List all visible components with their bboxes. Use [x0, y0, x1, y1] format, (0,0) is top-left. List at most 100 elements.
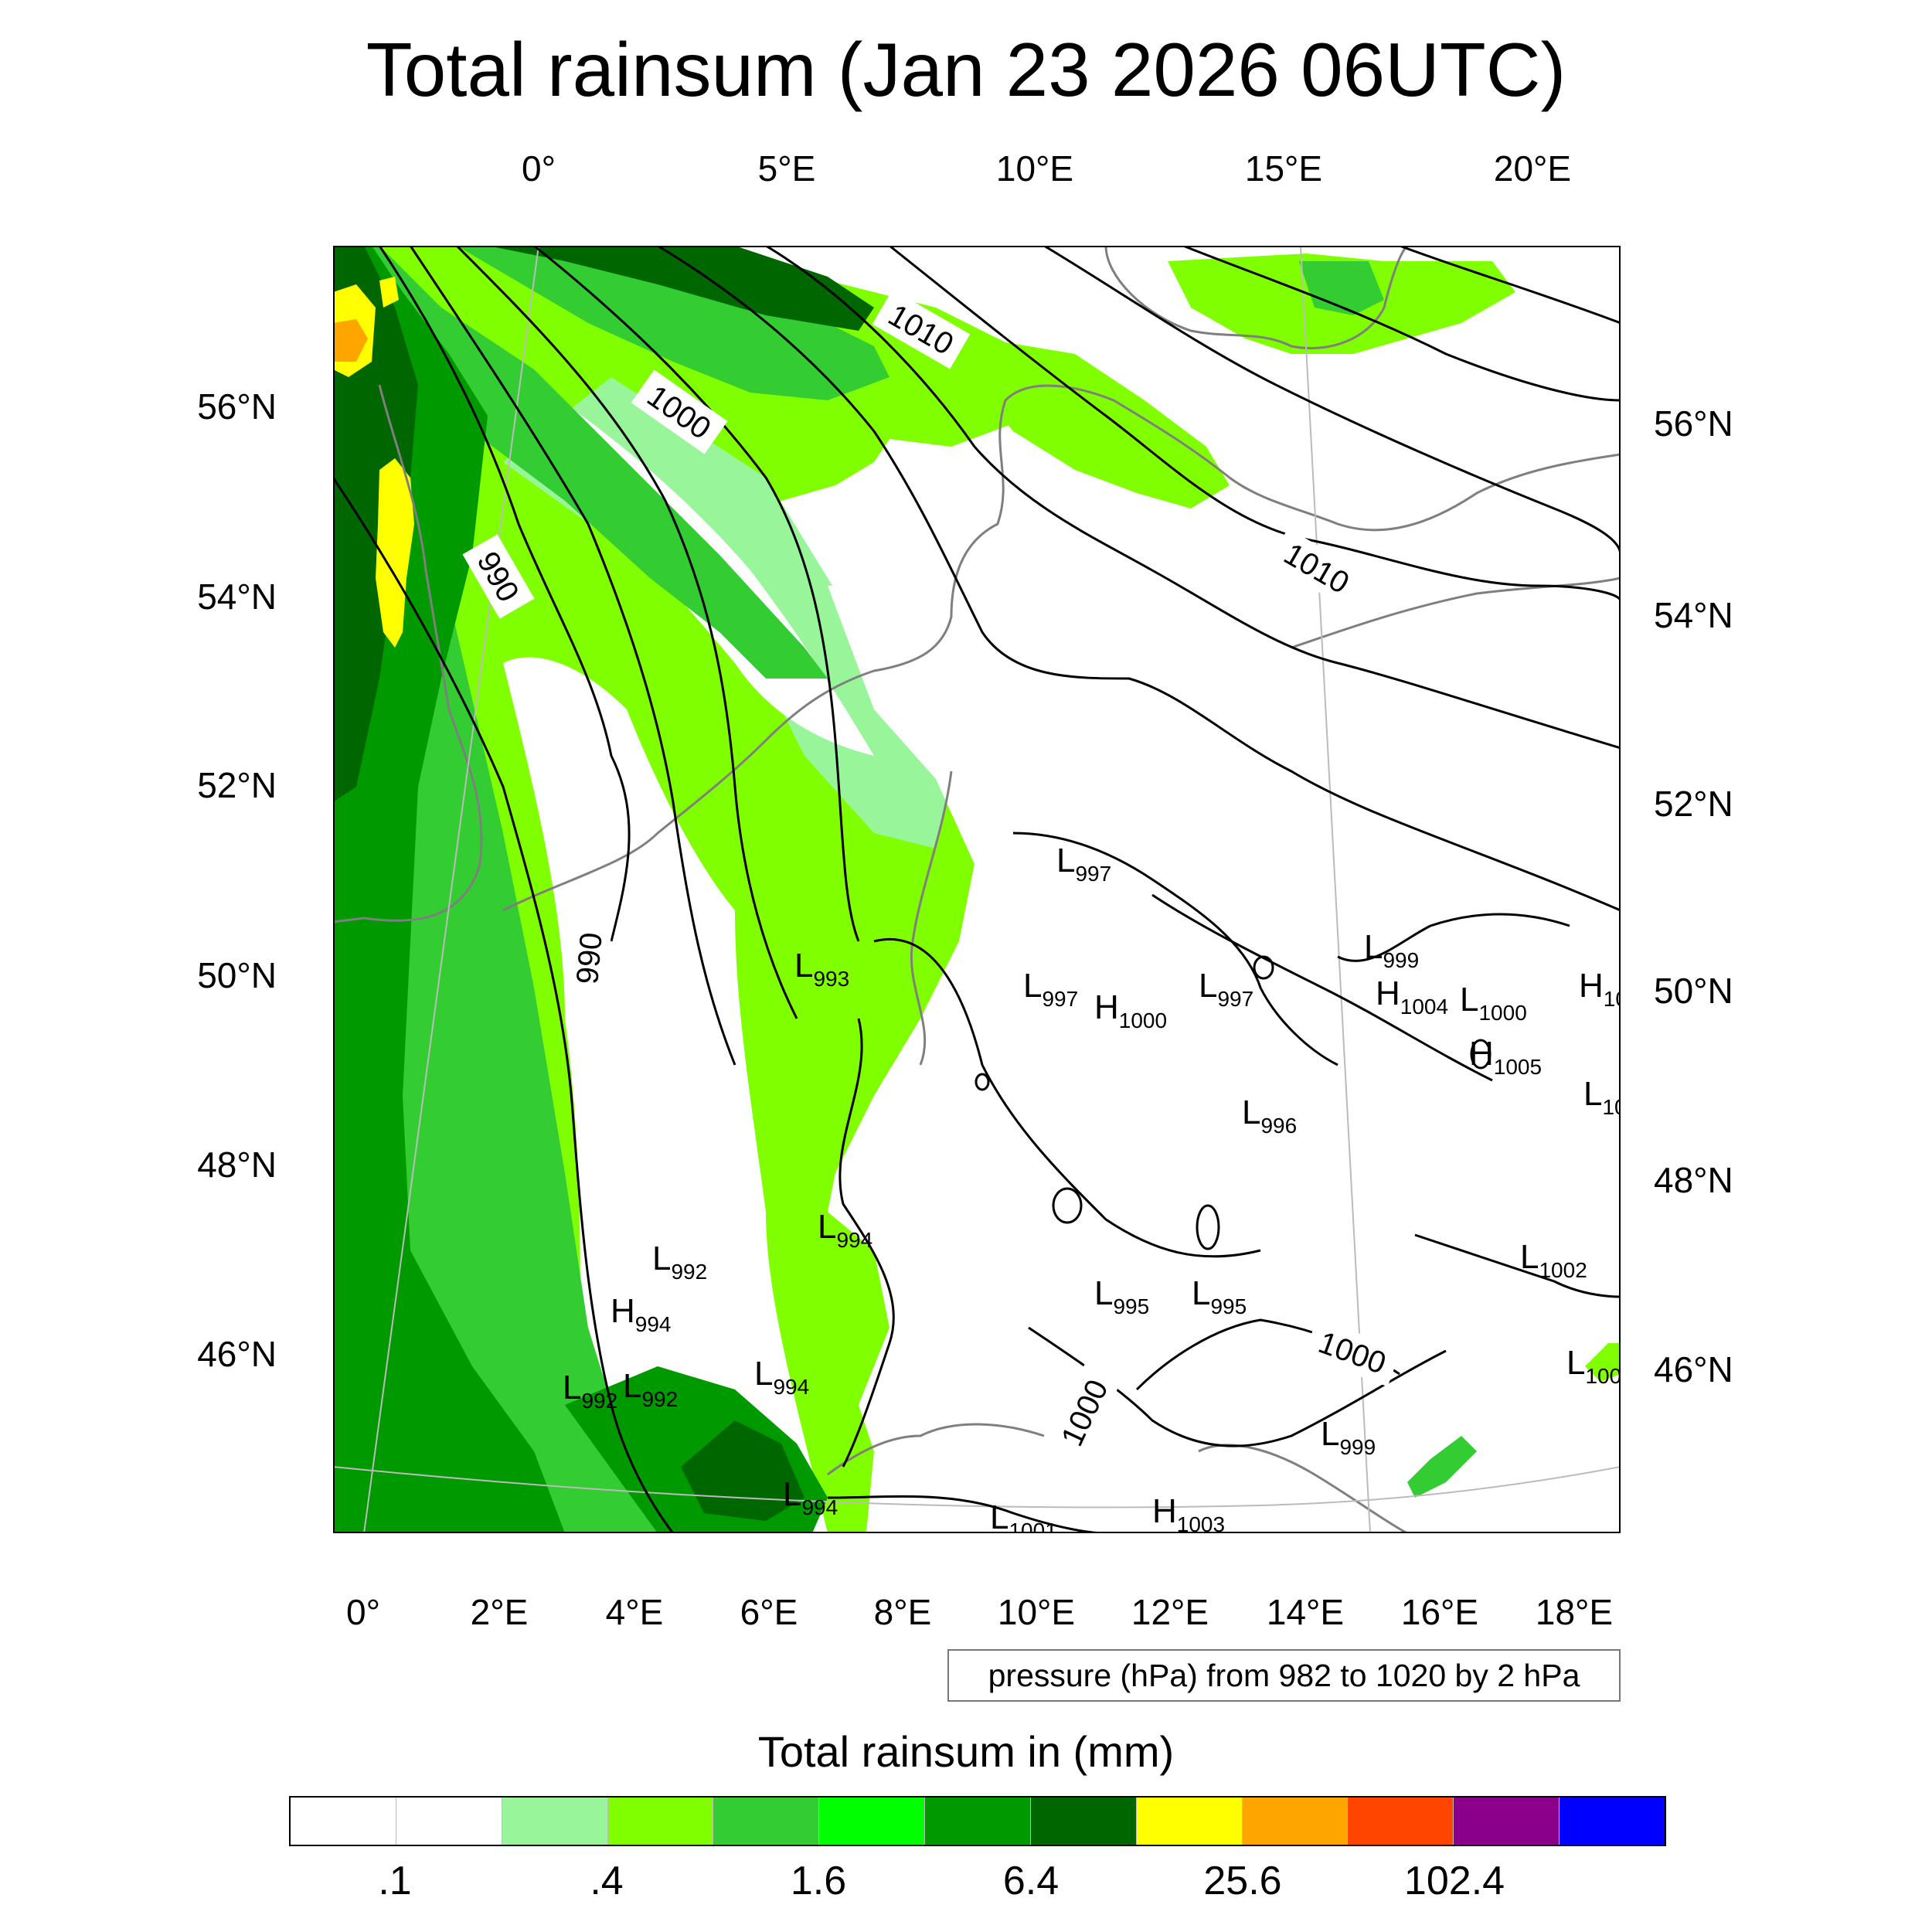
rain-baltic-2: [1299, 261, 1384, 315]
colorbar-label: .1: [378, 1859, 412, 1903]
isobars: [333, 246, 1621, 1533]
pressure-center-L992: L992: [563, 1369, 617, 1413]
right-lat-tick: 46°N: [1654, 1349, 1733, 1389]
pressure-center-H1005: H1005: [1469, 1035, 1542, 1079]
bottom-lon-tick: 2°E: [470, 1592, 529, 1632]
isobar: [1414, 1233, 1621, 1298]
isobar: [1182, 246, 1621, 402]
colorbar-swatch: [607, 1798, 713, 1845]
colorbar-swatch: [291, 1798, 396, 1845]
parallel-45n: [333, 1466, 1621, 1509]
contour-label-bg: [1046, 1363, 1122, 1462]
bottom-lon-tick: 16°E: [1400, 1592, 1479, 1632]
colorbar-swatch: [713, 1798, 819, 1845]
coastline-italy-north: [827, 1423, 1045, 1476]
isobar: [333, 477, 675, 1533]
bottom-lon-tick: 10°E: [997, 1592, 1076, 1632]
colorbar-label: 6.4: [1002, 1859, 1060, 1903]
pressure-center-L997: L997: [1056, 842, 1111, 886]
rain-band-medium: [333, 246, 828, 1533]
colorbar-swatch: [1241, 1798, 1348, 1845]
top-lon-tick: 15°E: [1244, 148, 1323, 189]
right-lat-tick: 56°N: [1654, 403, 1733, 444]
right-lat-tick: 48°N: [1654, 1160, 1733, 1200]
bottom-lon-tick: 14°E: [1266, 1592, 1345, 1632]
right-lat-tick: 50°N: [1654, 971, 1733, 1011]
pressure-center-L999: L999: [1364, 928, 1419, 972]
colorbar-swatch: [1347, 1798, 1454, 1845]
pressure-center-L994: L994: [818, 1208, 872, 1252]
isobar: [657, 246, 1621, 912]
isobar: [533, 246, 860, 942]
pressure-centers: L997 L999 L993 L997 H1000 L997 H1004 L10…: [563, 842, 1621, 1533]
left-lat-tick: 52°N: [197, 765, 277, 805]
isobar: [838, 1018, 895, 1468]
pressure-center-H1004: H1004: [1376, 975, 1448, 1019]
pressure-center-L10: L10: [1583, 1075, 1621, 1119]
bottom-lon-tick: 18°E: [1535, 1592, 1614, 1632]
colorbar-swatch: [924, 1798, 1030, 1845]
rain-band-medium-2: [457, 246, 889, 400]
pressure-center-H10: H10: [1579, 967, 1621, 1011]
isobar: [1151, 893, 1493, 1082]
rain-denmark: [975, 338, 1230, 509]
meridian-15e: [1300, 246, 1371, 1533]
colorbar-label: 1.6: [790, 1859, 847, 1903]
contour-labels: 1010 1000 990 990 1010: [462, 289, 1402, 1462]
rain-cell-heavy: [376, 458, 414, 648]
rainfall-field: [333, 246, 1621, 1533]
pressure-center-L994: L994: [754, 1355, 809, 1399]
pressure-center-L992: L992: [652, 1240, 707, 1284]
top-lon-tick: 20°E: [1493, 148, 1572, 189]
colorbar-swatch: [395, 1798, 502, 1845]
pressure-center-L994: L994: [783, 1475, 838, 1519]
bottom-lon-tick: 4°E: [605, 1592, 664, 1632]
isobar: [1337, 913, 1570, 962]
map-frame: [333, 246, 1621, 1533]
coastline-britain: [333, 384, 483, 923]
isobar-closed: [1196, 1204, 1220, 1250]
contour-label-bg: [872, 289, 971, 369]
pressure-center-L992: L992: [623, 1367, 678, 1411]
pressure-center-L997: L997: [1023, 967, 1078, 1011]
contour-label-bg: [1303, 1318, 1402, 1387]
rain-dry-east: [828, 586, 1621, 1533]
pressure-center-L100: L100: [1566, 1344, 1621, 1388]
bottom-lon-tick: 6°E: [740, 1592, 798, 1632]
rain-band-darkest: [333, 246, 418, 802]
contour-label-bg: [565, 919, 613, 998]
rain-southeast: [1407, 1436, 1477, 1498]
border-poland: [1291, 577, 1621, 649]
border-france-germany: [910, 770, 953, 1066]
bottom-lon-tick: 0°: [346, 1592, 380, 1632]
coastline-sweden: [1104, 246, 1409, 350]
colorbar-label: .4: [590, 1859, 624, 1903]
colorbar-swatch: [818, 1798, 925, 1845]
figure-title: Total rainsum (Jan 23 2026 06UTC): [366, 27, 1566, 112]
contour-label-text: 990: [570, 931, 609, 985]
top-lon-tick: 5°E: [757, 148, 816, 189]
isobar-closed: [1253, 955, 1274, 980]
right-lat-tick: 54°N: [1654, 595, 1733, 635]
left-lat-tick: 54°N: [197, 577, 277, 617]
coastline-continent-north: [502, 384, 1621, 912]
left-lat-tick: 46°N: [197, 1334, 277, 1374]
meridian-0: [363, 246, 539, 1533]
pressure-center-H994: H994: [611, 1292, 672, 1336]
contour-label-bg: [462, 534, 535, 619]
colorbar-label: 102.4: [1403, 1859, 1505, 1903]
pressure-center-L1002: L1002: [1520, 1238, 1587, 1282]
contour-label-bg: [1267, 528, 1366, 608]
pressure-center-L999: L999: [1321, 1415, 1376, 1459]
contour-label: 990: [565, 919, 613, 998]
coastlines-and-borders: [333, 246, 1621, 1533]
pressure-center-L1001: L1001: [990, 1498, 1057, 1533]
colorbar-title: Total rainsum in (mm): [757, 1727, 1175, 1776]
pressure-center-H1003: H1003: [1152, 1492, 1225, 1533]
pressure-center-L995: L995: [1192, 1274, 1247, 1318]
isobar-closed: [975, 1073, 990, 1091]
pressure-center-L993: L993: [794, 947, 849, 991]
pressure-center-H1000: H1000: [1094, 988, 1167, 1032]
colorbar-swatch: [1559, 1798, 1665, 1845]
